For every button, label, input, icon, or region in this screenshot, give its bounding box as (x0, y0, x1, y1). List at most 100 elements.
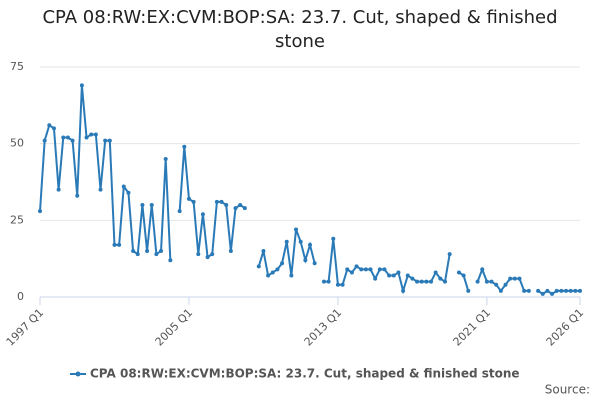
data-point (443, 279, 447, 284)
chart-title: CPA 08:RW:EX:CVM:BOP:SA: 23.7. Cut, shap… (42, 7, 558, 52)
data-point (410, 276, 415, 281)
data-point (61, 135, 66, 140)
data-point (168, 258, 173, 263)
data-point (359, 267, 364, 272)
data-point (75, 193, 80, 198)
data-point (415, 279, 420, 284)
data-point (224, 203, 229, 207)
data-point (312, 261, 317, 266)
x-tick-label: 1997 Q1 (4, 306, 47, 349)
data-point (205, 255, 210, 260)
data-point (135, 252, 140, 257)
data-point (559, 288, 564, 293)
data-point (405, 273, 410, 278)
data-point (526, 288, 531, 293)
data-point (200, 212, 205, 217)
data-point (303, 258, 308, 263)
data-point (186, 196, 191, 201)
series-line (39, 85, 580, 296)
data-point (89, 132, 94, 137)
legend-marker (75, 371, 81, 377)
data-point (56, 187, 61, 192)
data-point (564, 288, 569, 293)
data-point (373, 276, 378, 281)
data-point (456, 270, 461, 275)
data-point (545, 288, 550, 293)
data-point (540, 291, 545, 296)
y-tick-label: 50 (10, 137, 24, 150)
data-point (382, 267, 387, 272)
data-point (84, 135, 89, 140)
data-point (233, 206, 238, 211)
data-point (177, 209, 182, 214)
data-point (484, 279, 489, 284)
data-point (163, 157, 168, 161)
data-point (270, 270, 275, 275)
data-point (79, 83, 84, 88)
data-point (266, 273, 271, 278)
data-point (508, 276, 513, 281)
y-tick-label: 25 (10, 213, 24, 226)
data-point (517, 276, 522, 281)
data-point (51, 126, 56, 131)
data-point (70, 138, 75, 143)
data-point (345, 267, 350, 272)
data-point (289, 273, 294, 278)
data-point (433, 270, 438, 275)
x-tick-label: 2005 Q1 (153, 306, 196, 349)
data-point (480, 267, 485, 272)
data-point (98, 187, 103, 192)
x-tick-label: 2021 Q1 (451, 306, 494, 349)
data-point (308, 242, 312, 247)
data-point (550, 291, 555, 296)
data-point (280, 261, 285, 266)
data-point (298, 239, 303, 244)
y-tick-label: 75 (10, 60, 24, 73)
data-point (131, 249, 136, 253)
data-point (512, 276, 517, 281)
data-point (261, 249, 266, 253)
x-tick-label: 2026 Q1 (544, 306, 587, 349)
data-point (554, 288, 559, 293)
data-point (419, 279, 424, 284)
data-point (461, 273, 466, 278)
data-point (429, 279, 434, 284)
data-point (38, 209, 42, 214)
data-point (65, 135, 70, 140)
data-point (126, 190, 131, 195)
data-point (47, 123, 52, 128)
data-point (275, 267, 280, 272)
data-point (401, 288, 406, 293)
data-point (145, 249, 150, 253)
data-point (498, 288, 503, 293)
data-point (238, 203, 243, 207)
data-point (387, 273, 392, 278)
data-point (489, 279, 494, 284)
data-point (503, 282, 508, 287)
data-point (256, 264, 261, 269)
data-point (112, 242, 117, 247)
data-point (284, 239, 289, 244)
data-point (294, 227, 299, 232)
data-point (191, 199, 196, 204)
data-point (103, 138, 108, 143)
data-point (568, 288, 573, 293)
data-point (522, 288, 527, 293)
data-point (494, 282, 499, 287)
data-point (121, 184, 126, 189)
data-point (219, 199, 224, 204)
x-tick-label: 2013 Q1 (302, 306, 345, 349)
data-point (354, 264, 359, 269)
data-point (573, 288, 578, 293)
data-point (196, 252, 201, 257)
data-point (140, 203, 145, 207)
data-point (210, 252, 215, 257)
legend-label: CPA 08:RW:EX:CVM:BOP:SA: 23.7. Cut, shap… (90, 367, 520, 381)
data-point (214, 199, 219, 204)
data-point (154, 252, 159, 257)
data-point (424, 279, 429, 284)
data-point (149, 203, 154, 207)
data-point (391, 273, 396, 278)
data-point (159, 249, 164, 253)
